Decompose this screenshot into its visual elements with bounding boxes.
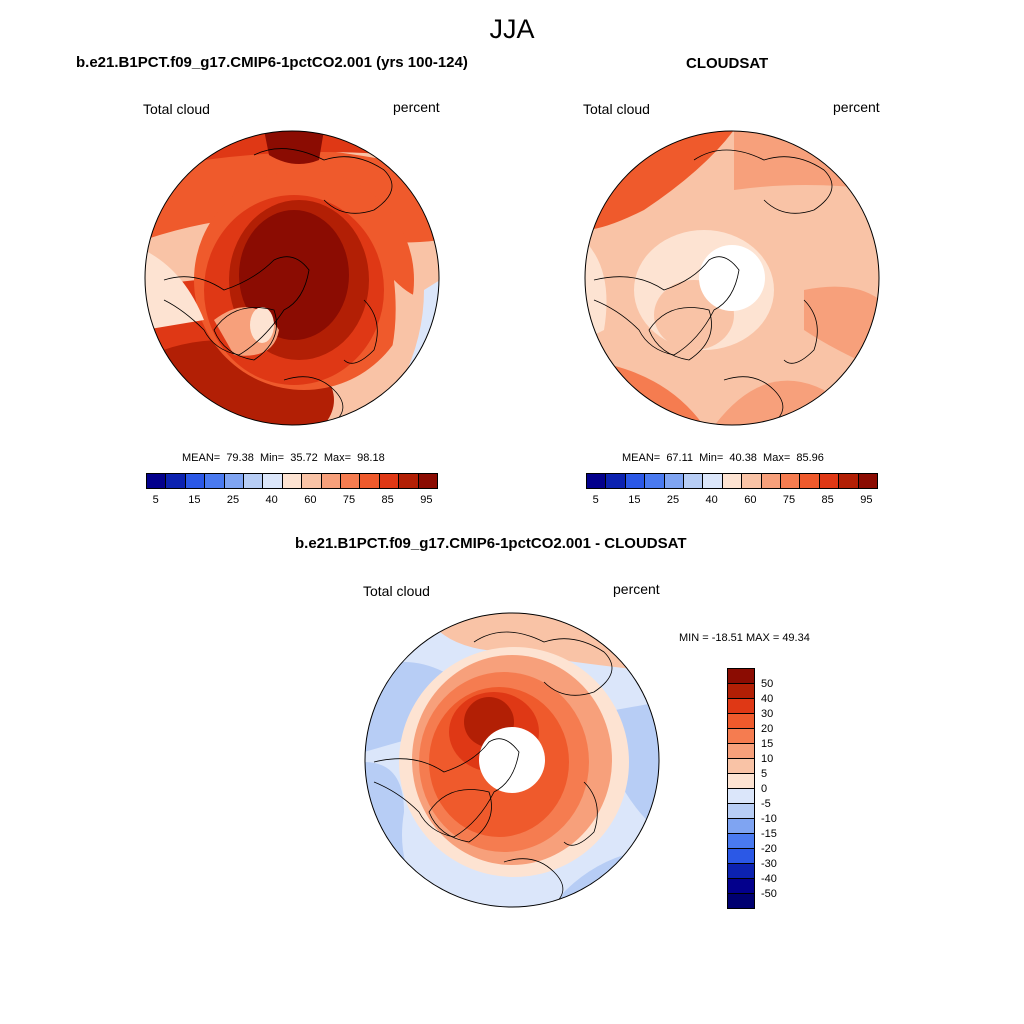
- colorbar-label: -5: [761, 798, 771, 810]
- colorbar-label: 5: [761, 768, 768, 780]
- colorbar-swatch: [819, 474, 840, 488]
- colorbar-swatch: [728, 789, 754, 804]
- colorbar-swatch: [341, 474, 361, 488]
- colorbar-swatch: [321, 474, 342, 488]
- colorbar-swatch: [728, 684, 754, 699]
- colorbar-swatch: [728, 819, 754, 834]
- colorbar-swatch: [664, 474, 685, 488]
- colorbar-tick-label: 40: [705, 494, 718, 506]
- obs-panel-title: CLOUDSAT: [686, 55, 769, 72]
- colorbar-swatch: [761, 474, 782, 488]
- colorbar-swatch: [722, 474, 743, 488]
- colorbar-swatch: [728, 834, 754, 849]
- colorbar-swatch: [728, 759, 754, 774]
- colorbar-swatch: [800, 474, 820, 488]
- diff-stats: MIN = -18.51 MAX = 49.34: [679, 632, 810, 644]
- colorbar-swatch: [185, 474, 206, 488]
- colorbar-tick-label: 5: [152, 494, 159, 506]
- model-stats: MEAN= 79.38 Min= 35.72 Max= 98.18: [182, 452, 385, 464]
- colorbar-swatch: [379, 474, 400, 488]
- colorbar-label: 20: [761, 723, 774, 735]
- colorbar-label: -30: [761, 858, 777, 870]
- model-colorbar-ticks: 5 15 25 40 60 75 85 95: [146, 494, 436, 508]
- colorbar-swatch: [263, 474, 283, 488]
- colorbar-swatch: [418, 474, 438, 488]
- colorbar-tick-label: 85: [381, 494, 394, 506]
- diff-units-label: percent: [613, 581, 660, 597]
- colorbar-swatch: [302, 474, 322, 488]
- colorbar-tick-label: 25: [226, 494, 240, 506]
- colorbar-swatch: [839, 474, 859, 488]
- model-units-label: percent: [393, 99, 440, 115]
- page-title: JJA: [489, 14, 535, 44]
- colorbar-tick-label: 15: [628, 494, 641, 506]
- colorbar-label: 50: [761, 678, 774, 690]
- colorbar-swatch: [728, 669, 754, 684]
- colorbar-swatch: [684, 474, 704, 488]
- colorbar-label: 40: [761, 693, 774, 705]
- colorbar-swatch: [166, 474, 186, 488]
- colorbar-swatch: [244, 474, 264, 488]
- colorbar-swatch: [728, 849, 754, 864]
- colorbar-label: 15: [761, 738, 774, 750]
- colorbar-tick-label: 40: [265, 494, 278, 506]
- model-panel-title: b.e21.B1PCT.f09_g17.CMIP6-1pctCO2.001 (y…: [76, 54, 468, 71]
- colorbar-swatch: [742, 474, 762, 488]
- colorbar-swatch: [645, 474, 665, 488]
- colorbar-swatch: [858, 474, 878, 488]
- colorbar-tick-label: 95: [420, 494, 433, 506]
- diff-colorbar: [727, 668, 755, 909]
- colorbar-swatch: [606, 474, 626, 488]
- obs-colorbar-ticks: 5 15 25 40 60 75 85 95: [586, 494, 876, 508]
- colorbar-swatch: [728, 729, 754, 744]
- diff-panel-title: b.e21.B1PCT.f09_g17.CMIP6-1pctCO2.001 - …: [295, 535, 687, 552]
- colorbar-swatch: [728, 744, 754, 759]
- obs-variable-label: Total cloud: [583, 101, 650, 117]
- colorbar-swatch: [728, 879, 754, 894]
- colorbar-label: -15: [761, 828, 777, 840]
- colorbar-swatch: [205, 474, 225, 488]
- colorbar-swatch: [728, 864, 754, 879]
- obs-colorbar: [586, 473, 878, 489]
- diff-polar-map: [364, 612, 660, 908]
- obs-units-label: percent: [833, 99, 880, 115]
- colorbar-swatch: [728, 699, 754, 714]
- model-variable-label: Total cloud: [143, 101, 210, 117]
- colorbar-swatch: [399, 474, 419, 488]
- model-colorbar: [146, 473, 438, 489]
- colorbar-label: -50: [761, 888, 777, 900]
- colorbar-swatch: [703, 474, 723, 488]
- colorbar-swatch: [147, 474, 167, 488]
- colorbar-tick-label: 15: [188, 494, 201, 506]
- colorbar-tick-label: 75: [782, 494, 796, 506]
- colorbar-tick-label: 75: [342, 494, 356, 506]
- colorbar-label: -40: [761, 873, 777, 885]
- obs-stats: MEAN= 67.11 Min= 40.38 Max= 85.96: [622, 452, 824, 464]
- diff-colorbar-labels: 50 40 30 20 15 10 5 0 -5 -10 -15 -20 -30 -40 -50: [761, 668, 801, 908]
- colorbar-label: 10: [761, 753, 774, 765]
- colorbar-swatch: [728, 804, 754, 819]
- colorbar-swatch: [728, 774, 754, 789]
- colorbar-tick-label: 5: [592, 494, 599, 506]
- colorbar-swatch: [282, 474, 303, 488]
- colorbar-label: 30: [761, 708, 774, 720]
- colorbar-swatch: [625, 474, 646, 488]
- colorbar-label: -10: [761, 813, 777, 825]
- colorbar-tick-label: 60: [304, 494, 317, 506]
- colorbar-label: -20: [761, 843, 777, 855]
- diff-variable-label: Total cloud: [363, 583, 430, 599]
- colorbar-swatch: [728, 894, 754, 908]
- colorbar-swatch: [587, 474, 607, 488]
- model-polar-map: [144, 130, 440, 426]
- colorbar-label: 0: [761, 783, 768, 795]
- colorbar-tick-label: 85: [821, 494, 834, 506]
- colorbar-tick-label: 60: [744, 494, 757, 506]
- obs-polar-map: [584, 130, 880, 426]
- colorbar-tick-label: 95: [860, 494, 873, 506]
- colorbar-swatch: [360, 474, 380, 488]
- colorbar-swatch: [781, 474, 801, 488]
- colorbar-swatch: [728, 714, 754, 729]
- colorbar-swatch: [224, 474, 245, 488]
- colorbar-tick-label: 25: [666, 494, 680, 506]
